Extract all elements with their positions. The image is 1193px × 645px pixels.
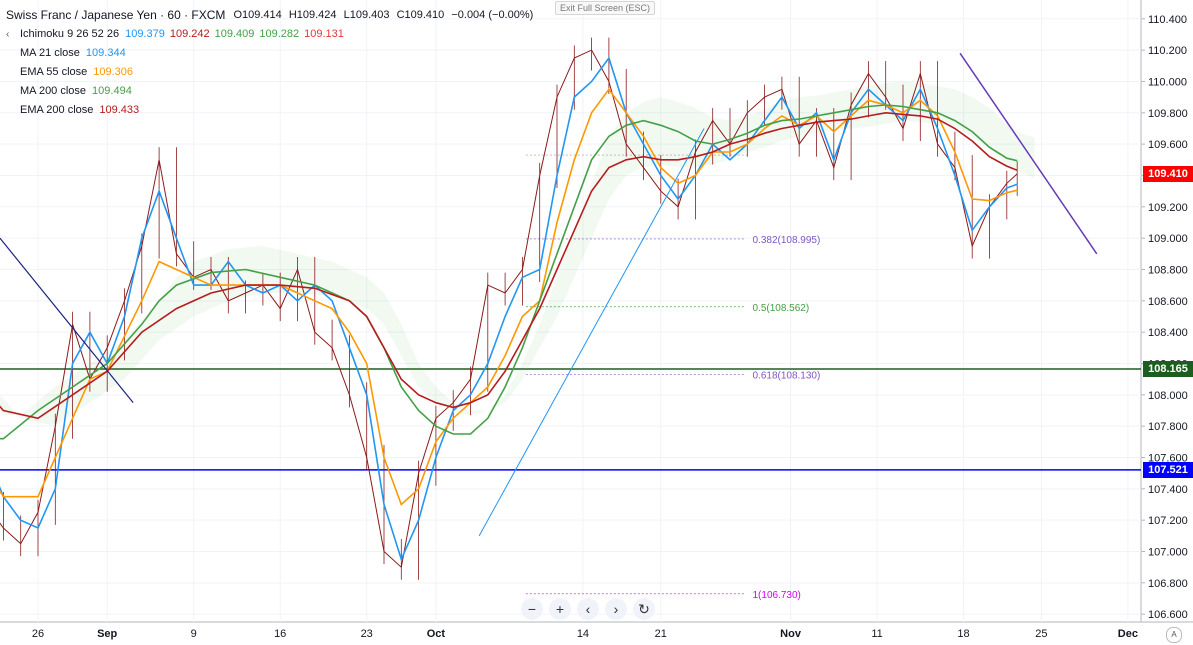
reset-chart-button[interactable]: ↻ (633, 598, 655, 620)
indicator-value: 109.131 (304, 28, 344, 40)
price-tag-1: 108.165 (1143, 360, 1193, 377)
price-tick-label: 107.800 (1148, 421, 1188, 433)
trend-line (0, 237, 134, 404)
time-tick-label: 25 (1035, 628, 1047, 640)
indicator-row[interactable]: MA 200 close 109.494 (6, 82, 537, 101)
zoom-in-button[interactable]: + (549, 598, 571, 620)
fib-level-label: 0.382(108.995) (752, 235, 820, 246)
price-tick-label: 106.800 (1148, 578, 1188, 590)
symbol-title: Swiss Franc / Japanese Yen · 60 · FXCM (6, 8, 226, 22)
scroll-right-button[interactable]: › (605, 598, 627, 620)
indicator-value: 109.494 (92, 85, 132, 97)
indicator-row[interactable]: EMA 200 close 109.433 (6, 101, 537, 120)
symbol-row: Swiss Franc / Japanese Yen · 60 · FXCM O… (6, 6, 537, 25)
time-tick-label: 9 (191, 628, 197, 640)
indicator-value: 109.282 (259, 28, 300, 40)
time-tick-label: 18 (957, 628, 969, 640)
indicator-row[interactable]: ‹ Ichimoku 9 26 52 26 109.379 109.242 109.40… (6, 25, 537, 44)
exit-fullscreen-button[interactable]: Exit Full Screen (ESC) (555, 1, 656, 15)
price-tag-2: 107.521 (1143, 461, 1193, 478)
price-tick-label: 106.600 (1148, 609, 1188, 621)
indicator-value: 109.379 (125, 28, 165, 40)
time-tick-label: 26 (32, 628, 44, 640)
time-tick-label: Dec (1118, 628, 1138, 640)
indicator-row[interactable]: EMA 55 close 109.306 (6, 63, 537, 82)
time-tick-label: 14 (577, 628, 589, 640)
time-tick-label: Sep (97, 628, 117, 640)
indicator-label: EMA 200 close (20, 104, 94, 116)
indicator-label: MA 200 close (20, 85, 87, 97)
trend-line (959, 52, 1098, 255)
ohlc-values: O109.414 H109.424 L109.403 C109.410 −0.0… (233, 6, 537, 25)
price-tick-label: 110.400 (1148, 14, 1187, 26)
series-line-1 (0, 87, 1018, 506)
price-tick-label: 110.000 (1148, 76, 1187, 88)
indicator-value: 109.242 (169, 28, 210, 40)
price-axis-panel (1141, 0, 1193, 645)
trend-line (478, 128, 705, 537)
indicator-label: MA 21 close (20, 47, 80, 59)
ohlc-change: −0.004 (−0.00%) (451, 9, 534, 21)
price-tick-label: 108.600 (1148, 296, 1188, 308)
chart-legend: Swiss Franc / Japanese Yen · 60 · FXCM O… (6, 6, 537, 120)
fib-level-label: 1(106.730) (752, 590, 800, 601)
price-tick-label: 109.200 (1148, 202, 1188, 214)
series-line-2 (0, 104, 1018, 440)
time-tick-label: 11 (871, 628, 882, 640)
price-tick-label: 109.000 (1148, 233, 1188, 245)
auto-scale-button[interactable]: A (1166, 627, 1182, 643)
price-tick-label: 110.200 (1148, 45, 1187, 57)
price-tick-label: 107.400 (1148, 484, 1188, 496)
scroll-left-button[interactable]: ‹ (577, 598, 599, 620)
price-tick-label: 108.800 (1148, 264, 1188, 276)
indicator-value: 109.306 (93, 66, 134, 78)
time-tick-label: Oct (427, 628, 446, 640)
ohlc-open: O109.414 (233, 9, 282, 21)
time-tick-label: 16 (274, 628, 286, 640)
fib-level-label: 0.5(108.562) (752, 303, 809, 314)
fib-level-label: 0.618(108.130) (752, 370, 820, 381)
indicator-value: 109.409 (214, 28, 255, 40)
price-tick-label: 108.000 (1148, 390, 1188, 402)
indicator-label: EMA 55 close (20, 66, 88, 78)
ohlc-low: L109.403 (343, 9, 390, 21)
indicator-value: 109.344 (85, 47, 126, 59)
time-tick-label: 23 (361, 628, 373, 640)
price-tick-label: 107.600 (1148, 452, 1188, 464)
price-tick-label: 109.800 (1148, 108, 1188, 120)
price-tick-label: 107.200 (1148, 515, 1188, 527)
time-tick-label: Nov (780, 628, 802, 640)
indicator-row[interactable]: MA 21 close 109.344 (6, 44, 537, 63)
indicator-label: Ichimoku 9 26 52 26 (20, 28, 120, 40)
price-tick-label: 109.600 (1148, 139, 1188, 151)
price-tick-label: 108.400 (1148, 327, 1188, 339)
series-line-0 (0, 56, 1018, 562)
price-tag-0: 109.410 (1143, 165, 1193, 182)
series-line-3 (0, 111, 1018, 420)
ohlc-high: H109.424 (288, 9, 337, 21)
ichimoku-cloud (0, 81, 1035, 427)
time-tick-label: 21 (655, 628, 667, 640)
price-path (0, 49, 1018, 569)
collapse-legend-icon[interactable]: ‹ (6, 29, 10, 40)
indicator-value: 109.433 (99, 104, 140, 116)
chart-zoom-controls: − + ‹ › ↻ (521, 598, 655, 620)
zoom-out-button[interactable]: − (521, 598, 543, 620)
ohlc-close: C109.410 (396, 9, 445, 21)
price-tick-label: 107.000 (1148, 546, 1188, 558)
